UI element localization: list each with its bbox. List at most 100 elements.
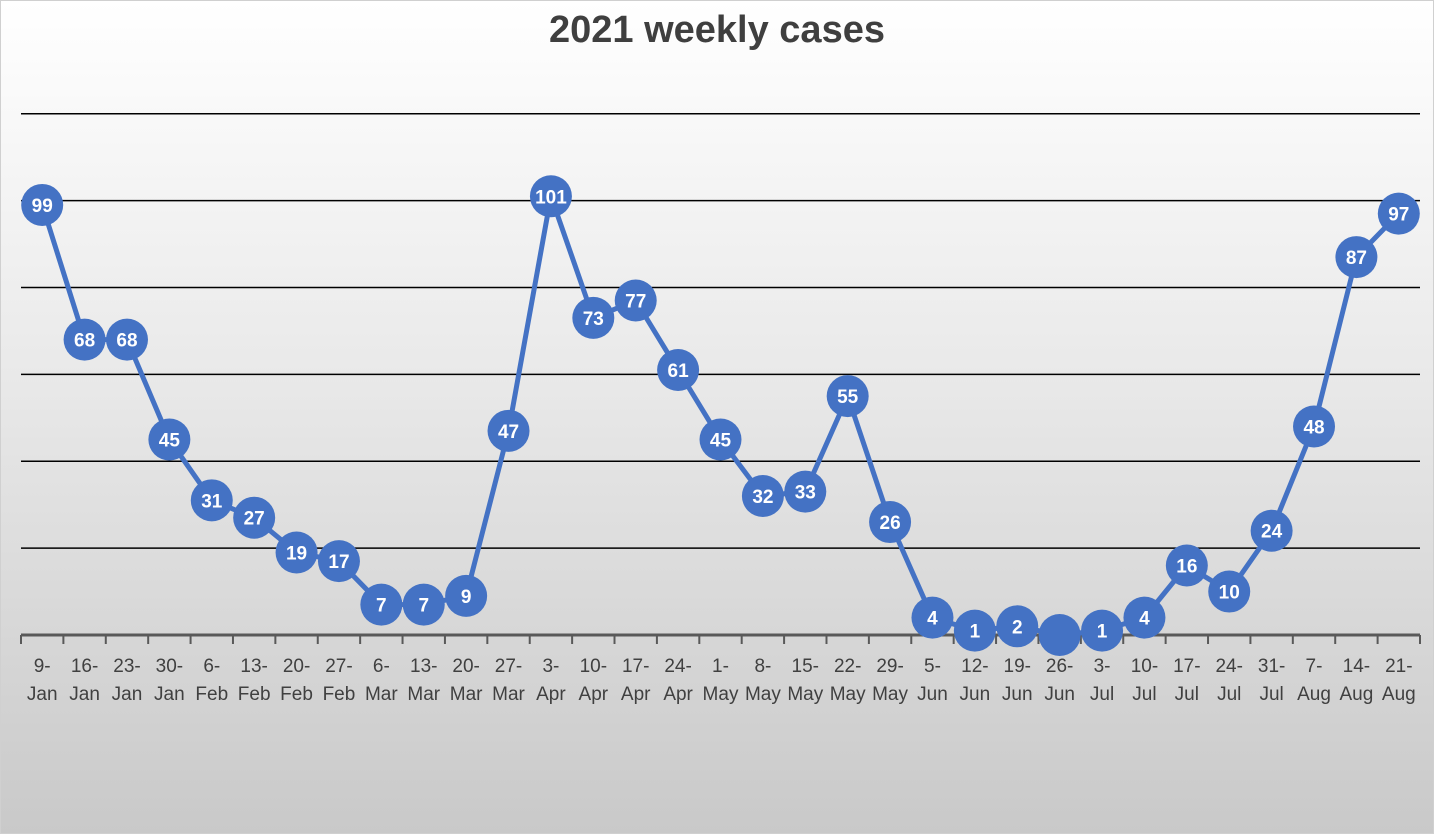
- data-label: 32: [752, 487, 773, 508]
- x-tick-label: 24-Apr: [663, 656, 693, 705]
- chart-title: 2021 weekly cases: [549, 9, 885, 51]
- data-label: 1: [1097, 622, 1108, 643]
- x-tick-label: 6-Feb: [195, 656, 228, 705]
- data-point: [233, 496, 276, 539]
- x-tick-label: 7-Aug: [1297, 656, 1331, 705]
- data-point: [21, 183, 64, 226]
- data-label: 26: [880, 513, 901, 534]
- data-label: 55: [837, 387, 859, 408]
- x-tick-label: 9-Jan: [27, 656, 58, 705]
- x-tick-label: 15-May: [787, 656, 823, 705]
- data-point: [826, 375, 869, 418]
- data-label: 47: [498, 422, 519, 443]
- x-tick-label: 23-Jan: [112, 656, 143, 705]
- data-point: [63, 318, 106, 361]
- x-tick-label: 27-Feb: [323, 656, 356, 705]
- x-tick-label: 17-Jul: [1173, 656, 1200, 705]
- data-point: [996, 605, 1039, 648]
- x-tick-label: 20-Feb: [280, 656, 313, 705]
- data-point: [529, 175, 572, 218]
- x-tick-label: 17-Apr: [621, 656, 651, 705]
- data-point: [741, 474, 784, 517]
- data-point: [1038, 614, 1081, 656]
- data-point: [1377, 192, 1420, 235]
- data-label: 99: [32, 196, 53, 217]
- data-label: 7: [376, 596, 387, 617]
- data-label: 9: [461, 587, 472, 608]
- data-label: 45: [710, 431, 732, 452]
- data-label: 1: [970, 622, 981, 643]
- data-point: [1123, 596, 1166, 639]
- data-label: 77: [625, 292, 646, 313]
- x-tick-label: 3-Jul: [1090, 656, 1114, 705]
- x-tick-label: 31-Jul: [1258, 656, 1285, 705]
- data-label: 33: [795, 483, 816, 504]
- x-tick-label: 30-Jan: [154, 656, 185, 705]
- data-point: [657, 349, 700, 392]
- x-tick-label: 14-Aug: [1340, 656, 1374, 705]
- x-tick-label: 13-Feb: [238, 656, 271, 705]
- data-point: [614, 279, 657, 322]
- data-point: [1165, 544, 1208, 587]
- x-tick-label: 22-May: [830, 656, 866, 705]
- data-label: 101: [535, 187, 567, 208]
- x-tick-label: 21-Aug: [1382, 656, 1416, 705]
- data-point: [1335, 236, 1378, 279]
- data-label: 97: [1388, 205, 1409, 226]
- x-tick-label: 26-Jun: [1044, 656, 1075, 705]
- data-label: 4: [1139, 609, 1150, 630]
- data-point: [1081, 609, 1124, 652]
- data-point: [1293, 405, 1336, 448]
- x-tick-label: 16-Jan: [69, 656, 100, 705]
- x-tick-label: 5-Jun: [917, 656, 948, 705]
- data-point: [1208, 570, 1251, 613]
- data-label: 48: [1303, 417, 1324, 438]
- data-label: 68: [116, 331, 137, 352]
- data-point: [148, 418, 191, 461]
- data-label: 17: [328, 552, 349, 573]
- data-point: [869, 501, 912, 544]
- x-tick-label: 1-May: [703, 656, 739, 705]
- data-point: [275, 531, 318, 574]
- data-label: 45: [159, 431, 181, 452]
- data-point: [911, 596, 954, 639]
- data-point: [572, 296, 615, 339]
- data-point: [445, 574, 488, 617]
- data-point: [487, 409, 530, 452]
- x-tick-label: 6-Mar: [365, 656, 398, 705]
- data-point: [699, 418, 742, 461]
- x-tick-label: 10-Apr: [579, 656, 609, 705]
- data-point: [953, 609, 996, 652]
- data-label: 16: [1176, 556, 1197, 577]
- data-point: [784, 470, 827, 513]
- x-tick-label: 29-May: [872, 656, 908, 705]
- data-point: [402, 583, 445, 626]
- data-label: 4: [927, 609, 938, 630]
- x-tick-label: 27-Mar: [492, 656, 525, 705]
- data-label: 27: [244, 509, 265, 530]
- data-label: 73: [583, 309, 604, 330]
- data-label: 19: [286, 543, 307, 564]
- x-tick-label: 8-May: [745, 656, 781, 705]
- x-tick-label: 12-Jun: [960, 656, 991, 705]
- data-point: [1250, 509, 1293, 552]
- data-point: [360, 583, 403, 626]
- data-point: [190, 479, 233, 522]
- data-label: 7: [418, 596, 429, 617]
- x-tick-label: 19-Jun: [1002, 656, 1033, 705]
- data-point: [105, 318, 148, 361]
- x-tick-label: 13-Mar: [407, 656, 440, 705]
- x-tick-label: 10-Jul: [1131, 656, 1158, 705]
- data-label: 87: [1346, 248, 1367, 269]
- data-label: 2: [1012, 617, 1023, 638]
- data-point: [317, 540, 360, 583]
- data-label: 10: [1219, 583, 1240, 604]
- x-tick-label: 20-Mar: [450, 656, 483, 705]
- data-label: 24: [1261, 522, 1283, 543]
- data-label: 31: [201, 491, 223, 512]
- x-tick-label: 3-Apr: [536, 656, 566, 705]
- data-label: 61: [668, 361, 690, 382]
- x-tick-label: 24-Jul: [1215, 656, 1242, 705]
